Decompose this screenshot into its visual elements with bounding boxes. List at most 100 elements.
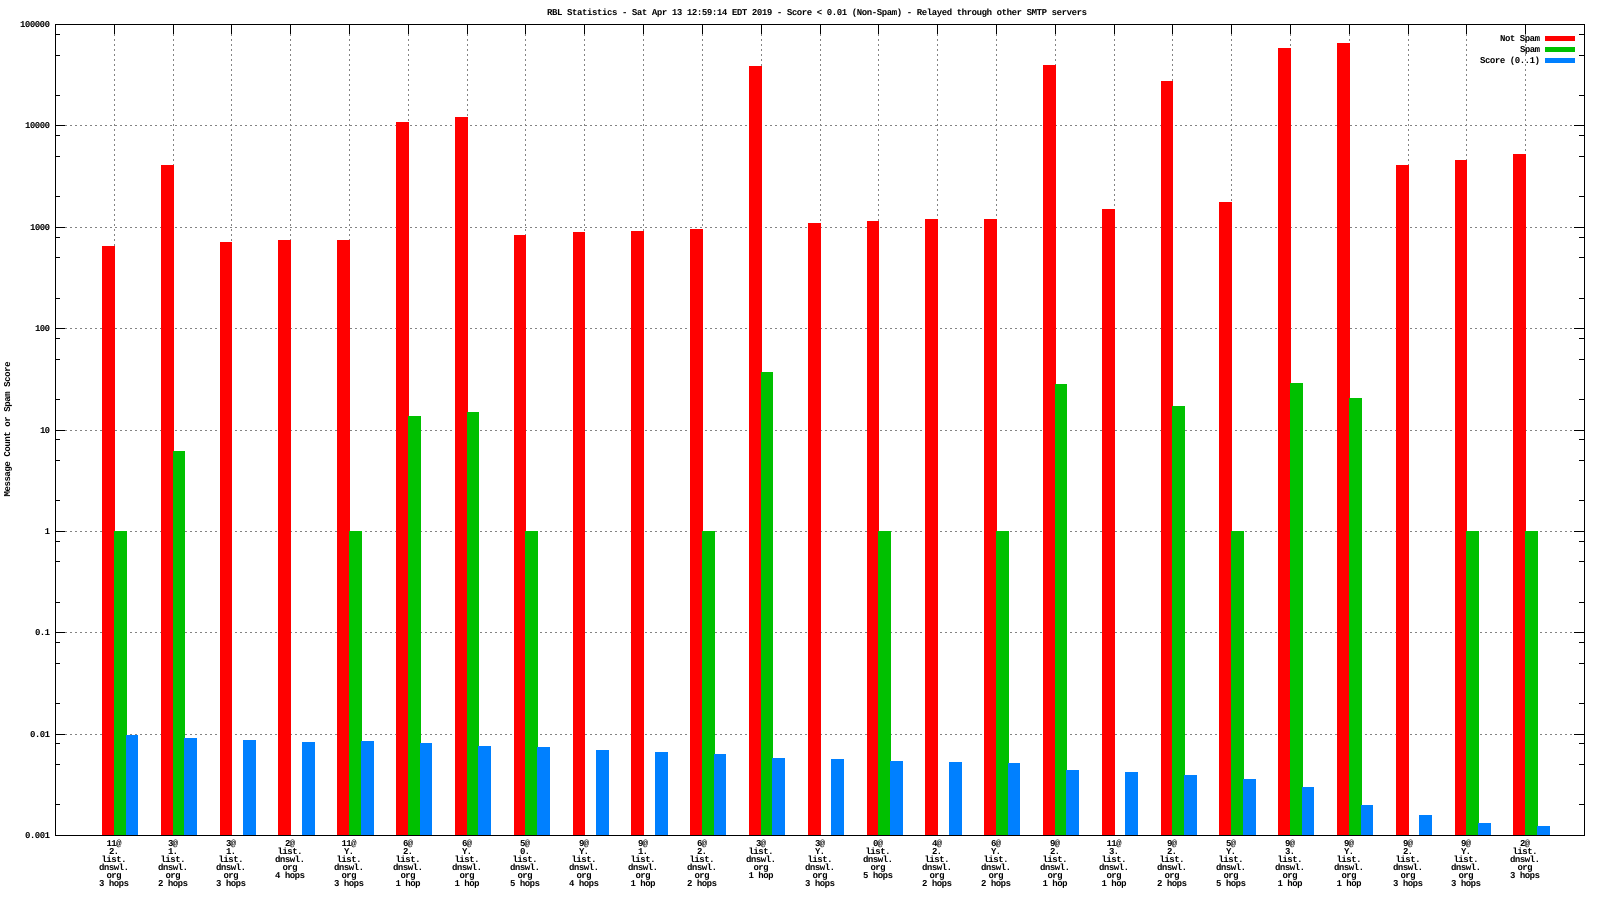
svg-text:4@: 4@ xyxy=(932,839,943,849)
svg-text:1 hop: 1 hop xyxy=(1278,879,1303,889)
svg-text:dnswl.: dnswl. xyxy=(216,863,246,873)
svg-text:dnswl.: dnswl. xyxy=(275,855,305,865)
svg-text:list.: list. xyxy=(513,855,538,865)
svg-text:2 hops: 2 hops xyxy=(158,879,188,889)
svg-text:3 hops: 3 hops xyxy=(1393,879,1423,889)
svg-text:100000: 100000 xyxy=(20,20,50,30)
svg-text:org: org xyxy=(1048,871,1063,881)
svg-text:Score (0..1): Score (0..1) xyxy=(1480,56,1540,66)
svg-text:3.: 3. xyxy=(1285,847,1295,857)
svg-text:org: org xyxy=(1518,863,1533,873)
svg-text:dnswl.: dnswl. xyxy=(334,863,364,873)
svg-text:list.: list. xyxy=(396,855,421,865)
svg-text:dnswl.: dnswl. xyxy=(1216,863,1246,873)
svg-text:org: org xyxy=(460,871,475,881)
svg-text:list.: list. xyxy=(337,855,362,865)
svg-text:org: org xyxy=(695,871,710,881)
svg-text:org: org xyxy=(166,871,181,881)
svg-text:5@: 5@ xyxy=(520,839,531,849)
svg-text:2 hops: 2 hops xyxy=(687,879,717,889)
svg-text:dnswl.: dnswl. xyxy=(1393,863,1423,873)
svg-text:9@: 9@ xyxy=(638,839,649,849)
svg-text:2@: 2@ xyxy=(1520,839,1531,849)
svg-text:1 hop: 1 hop xyxy=(1102,879,1127,889)
svg-text:org: org xyxy=(401,871,416,881)
svg-text:list.: list. xyxy=(1513,847,1538,857)
svg-text:1.: 1. xyxy=(638,847,648,857)
svg-text:dnswl.: dnswl. xyxy=(99,863,129,873)
svg-text:10000: 10000 xyxy=(25,121,50,131)
svg-text:list.: list. xyxy=(1043,855,1068,865)
svg-text:5 hops: 5 hops xyxy=(863,871,893,881)
svg-text:dnswl.: dnswl. xyxy=(393,863,423,873)
svg-text:1000: 1000 xyxy=(30,223,50,233)
svg-text:5@: 5@ xyxy=(1226,839,1237,849)
svg-text:dnswl.: dnswl. xyxy=(687,863,717,873)
svg-text:Y.: Y. xyxy=(344,847,354,857)
svg-text:2.: 2. xyxy=(1167,847,1177,857)
svg-text:0.1: 0.1 xyxy=(35,628,51,638)
svg-text:org: org xyxy=(754,863,769,873)
svg-text:dnswl.: dnswl. xyxy=(628,863,658,873)
svg-text:RBL Statistics - Sat Apr 13 12: RBL Statistics - Sat Apr 13 12:59:14 EDT… xyxy=(547,8,1087,18)
svg-text:dnswl.: dnswl. xyxy=(746,855,776,865)
svg-text:list.: list. xyxy=(1102,855,1127,865)
svg-text:11@: 11@ xyxy=(1107,839,1123,849)
svg-text:org: org xyxy=(636,871,651,881)
svg-text:11@: 11@ xyxy=(107,839,123,849)
svg-text:0.01: 0.01 xyxy=(30,730,51,740)
svg-text:Not Spam: Not Spam xyxy=(1500,34,1541,44)
svg-text:list.: list. xyxy=(1454,855,1479,865)
svg-text:dnswl.: dnswl. xyxy=(1510,855,1540,865)
svg-text:0.: 0. xyxy=(520,847,530,857)
svg-text:3@: 3@ xyxy=(168,839,179,849)
svg-text:0@: 0@ xyxy=(873,839,884,849)
svg-text:5 hops: 5 hops xyxy=(510,879,540,889)
svg-text:list.: list. xyxy=(1396,855,1421,865)
svg-text:3 hops: 3 hops xyxy=(805,879,835,889)
svg-text:list.: list. xyxy=(749,847,774,857)
svg-text:dnswl.: dnswl. xyxy=(510,863,540,873)
svg-text:Y.: Y. xyxy=(815,847,825,857)
svg-text:1: 1 xyxy=(45,527,51,537)
svg-text:org: org xyxy=(930,871,945,881)
svg-text:org: org xyxy=(1107,871,1122,881)
svg-text:dnswl.: dnswl. xyxy=(569,863,599,873)
svg-text:list.: list. xyxy=(1160,855,1185,865)
svg-text:list.: list. xyxy=(455,855,480,865)
svg-text:Y.: Y. xyxy=(1344,847,1354,857)
svg-text:dnswl.: dnswl. xyxy=(1334,863,1364,873)
svg-text:9@: 9@ xyxy=(579,839,590,849)
svg-text:org: org xyxy=(1224,871,1239,881)
svg-text:1 hop: 1 hop xyxy=(631,879,656,889)
svg-text:Y.: Y. xyxy=(1226,847,1236,857)
svg-text:1 hop: 1 hop xyxy=(1043,879,1068,889)
svg-text:6@: 6@ xyxy=(403,839,414,849)
svg-text:6@: 6@ xyxy=(697,839,708,849)
svg-text:3 hops: 3 hops xyxy=(216,879,246,889)
svg-text:2.: 2. xyxy=(697,847,707,857)
svg-text:dnswl.: dnswl. xyxy=(805,863,835,873)
svg-text:1.: 1. xyxy=(168,847,178,857)
svg-text:9@: 9@ xyxy=(1167,839,1178,849)
svg-text:list.: list. xyxy=(102,855,127,865)
svg-text:list.: list. xyxy=(161,855,186,865)
svg-text:Y.: Y. xyxy=(462,847,472,857)
svg-text:3.: 3. xyxy=(1109,847,1119,857)
svg-text:9@: 9@ xyxy=(1461,839,1472,849)
svg-text:list.: list. xyxy=(866,847,891,857)
svg-text:9@: 9@ xyxy=(1344,839,1355,849)
svg-text:11@: 11@ xyxy=(342,839,358,849)
svg-text:Y.: Y. xyxy=(991,847,1001,857)
svg-text:2.: 2. xyxy=(932,847,942,857)
svg-text:1 hop: 1 hop xyxy=(1337,879,1362,889)
svg-text:6@: 6@ xyxy=(991,839,1002,849)
svg-text:dnswl.: dnswl. xyxy=(1099,863,1129,873)
svg-text:5 hops: 5 hops xyxy=(1216,879,1246,889)
svg-text:org: org xyxy=(1165,871,1180,881)
svg-text:1 hop: 1 hop xyxy=(455,879,480,889)
svg-text:2.: 2. xyxy=(1403,847,1413,857)
svg-text:3@: 3@ xyxy=(226,839,237,849)
svg-text:org: org xyxy=(1283,871,1298,881)
svg-text:org: org xyxy=(342,871,357,881)
